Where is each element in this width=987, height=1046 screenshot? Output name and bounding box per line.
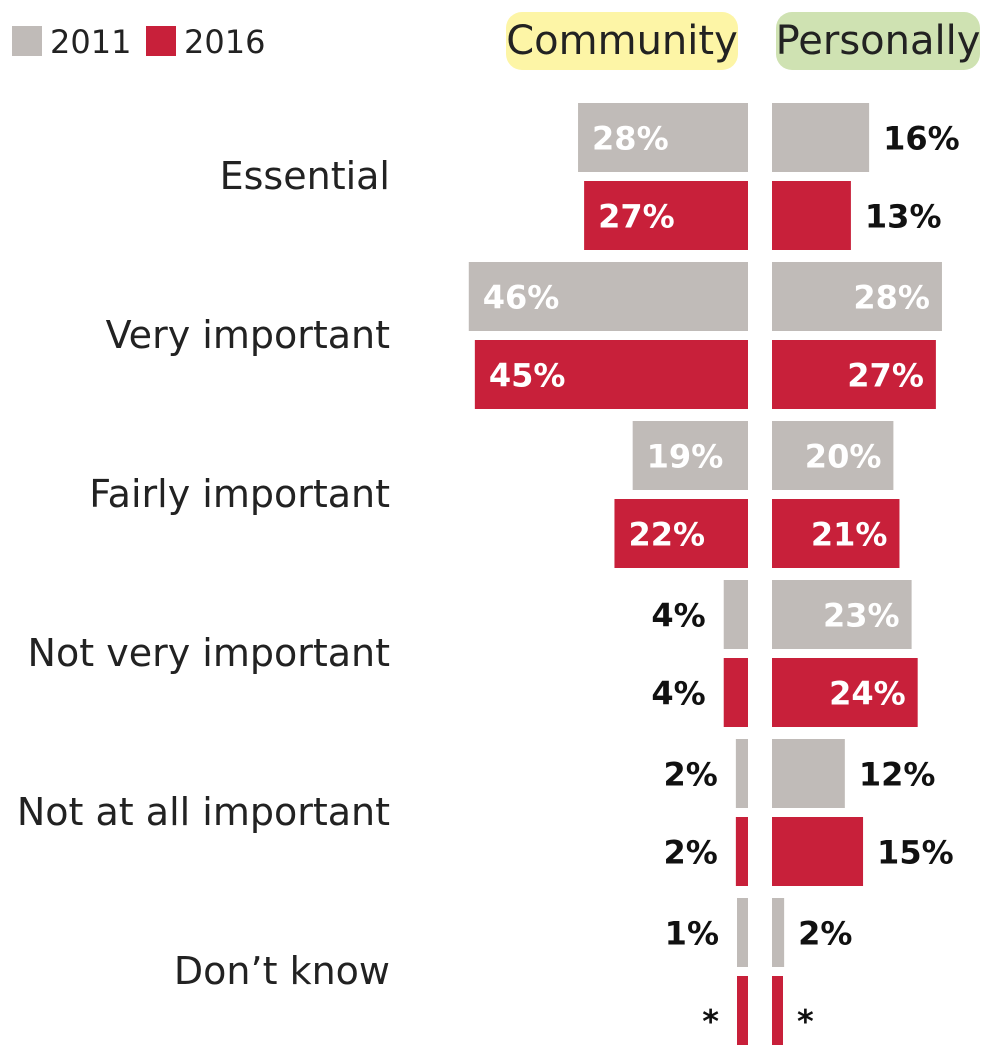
category-labels: Essential Very important Fairly important N… [17,154,390,993]
panel-titles: Community Personally [506,12,980,70]
value-label-personally-2016-not-at-all-important: 15% [877,834,954,872]
bar-community-2011-not-at-all-important [735,739,748,808]
bar-community-2011-essential [578,103,748,172]
value-labels: 28% 16% 46% 28% 19% 20% 4% 23% 2% 12% 1% 2% 27% 13% 45… [483,120,960,1041]
value-label-personally-2011-not-at-all-important: 12% [859,756,936,794]
value-label-personally-2011-essential: 16% [883,120,960,158]
category-label-very-important: Very important [106,313,390,357]
value-label-personally-2016-very-important: 27% [847,357,924,395]
bar-community-2016-don-t-know [737,976,748,1045]
bar-personally-2011-not-very-important [772,580,912,649]
category-label-fairly-important: Fairly important [89,472,390,516]
value-label-personally-2011-don-t-know: 2% [798,915,852,953]
value-label-community-2016-not-at-all-important: 2% [664,834,718,872]
bar-personally-2016-not-at-all-important [772,817,864,886]
bar-community-2016-very-important [474,340,748,409]
bar-personally-2016-very-important [772,340,936,409]
value-label-personally-2016-essential: 13% [865,198,942,236]
value-label-community-2016-fairly-important: 22% [628,516,705,554]
bar-community-2016-fairly-important [614,499,748,568]
value-label-community-2011-not-at-all-important: 2% [664,756,718,794]
value-label-personally-2016-fairly-important: 21% [811,516,888,554]
bar-personally-2016-not-very-important [772,658,918,727]
legend-swatch-2011 [12,26,42,56]
bar-personally-2011-fairly-important [772,421,894,490]
value-label-personally-2011-very-important: 28% [853,279,930,317]
panel-title-community: Community [506,18,738,64]
bar-community-2011-not-very-important [723,580,748,649]
bar-community-2016-not-at-all-important [735,817,748,886]
value-label-community-2011-essential: 28% [592,120,669,158]
category-label-essential: Essential [220,154,390,198]
panel-title-highlight-personally [776,12,980,70]
legend-swatch-2016 [146,26,176,56]
bar-personally-2016-essential [772,181,851,250]
bar-personally-2011-essential [772,103,870,172]
bar-community-2016-essential [584,181,748,250]
value-label-community-2011-not-very-important: 4% [651,597,705,635]
bar-community-2011-don-t-know [737,898,748,967]
category-label-not-very-important: Not very important [28,631,390,675]
bars [468,103,942,1045]
value-label-community-2016-very-important: 45% [489,357,566,395]
legend-label-2011: 2011 [50,23,131,61]
value-label-personally-2016-not-very-important: 24% [829,675,906,713]
bar-community-2011-very-important [468,262,748,331]
legend: 2011 2016 [12,23,265,61]
value-label-community-2016-don-t-know: * [702,1003,719,1041]
value-label-community-2016-essential: 27% [598,198,675,236]
bar-personally-2011-don-t-know [772,898,785,967]
bar-community-2011-fairly-important [632,421,748,490]
value-label-community-2011-don-t-know: 1% [665,915,719,953]
bar-personally-2016-fairly-important [772,499,900,568]
panel-title-highlight-community [506,12,738,70]
value-label-community-2011-very-important: 46% [483,279,560,317]
value-label-community-2011-fairly-important: 19% [647,438,724,476]
panel-title-personally: Personally [776,18,981,64]
bar-personally-2011-not-at-all-important [772,739,845,808]
category-label-not-at-all-important: Not at all important [17,790,390,834]
legend-label-2016: 2016 [184,23,265,61]
bar-personally-2011-very-important [772,262,942,331]
value-label-personally-2011-not-very-important: 23% [823,597,900,635]
bar-personally-2016-don-t-know [772,976,783,1045]
value-label-personally-2016-don-t-know: * [797,1003,814,1041]
bar-community-2016-not-very-important [723,658,748,727]
category-label-don-t-know: Don’t know [174,949,390,993]
value-label-personally-2011-fairly-important: 20% [805,438,882,476]
value-label-community-2016-not-very-important: 4% [651,675,705,713]
